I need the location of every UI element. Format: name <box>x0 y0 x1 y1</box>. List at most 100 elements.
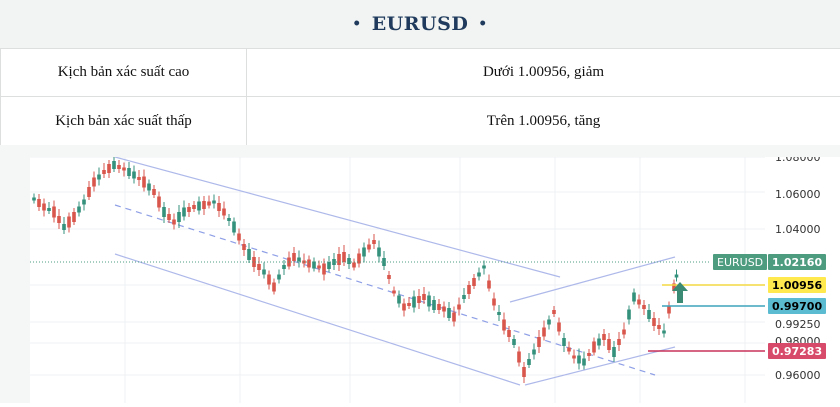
candle-body <box>397 295 401 304</box>
candle-body <box>312 261 316 269</box>
candle-body <box>197 201 201 211</box>
trend-channel <box>114 156 676 386</box>
candle-body <box>637 299 641 305</box>
scenario-value: Trên 1.00956, tăng <box>486 112 601 129</box>
candle-body <box>617 339 621 345</box>
grid <box>30 156 765 403</box>
candle-body <box>307 259 311 268</box>
candle-body <box>322 263 326 275</box>
candle-body <box>422 294 426 300</box>
candle-body <box>627 309 631 320</box>
candle-body <box>217 203 221 211</box>
candle-body <box>102 170 106 174</box>
candle-body <box>387 275 391 279</box>
candle-body <box>232 221 236 233</box>
candle-body <box>187 207 191 212</box>
candle-body <box>542 327 546 337</box>
candle-body <box>592 341 596 353</box>
candle-body <box>492 298 496 306</box>
candle-body <box>672 283 676 291</box>
candle-body <box>662 330 666 334</box>
candle-body <box>57 216 61 223</box>
candle-body <box>337 254 341 265</box>
candle-body <box>222 208 226 216</box>
scenario-label: Kịch bản xác suất thấp <box>0 97 247 145</box>
price-tag-bg <box>768 298 826 314</box>
candle-body <box>482 265 486 269</box>
table-row: Kịch bản xác suất thấp Trên 1.00956, tăn… <box>0 97 840 146</box>
candle-body <box>402 303 406 311</box>
candles <box>32 157 679 383</box>
channel-upper-line <box>114 156 561 278</box>
candle-body <box>87 187 91 197</box>
title-bullet-left: • <box>352 16 362 32</box>
candle-body <box>657 325 661 329</box>
candle-body <box>42 203 46 211</box>
candle-body <box>647 310 651 319</box>
candle-body <box>517 351 521 363</box>
candle-body <box>352 262 356 268</box>
candle-body <box>167 214 171 220</box>
candle-body <box>587 353 591 356</box>
candle-body <box>507 330 511 337</box>
candle-body <box>52 206 56 218</box>
candle-body <box>452 312 456 322</box>
up-arrow-icon <box>672 282 688 303</box>
candle-body <box>442 306 446 312</box>
y-tick-label: 1.06000 <box>775 188 821 201</box>
candle-body <box>147 183 151 191</box>
candle-body <box>457 304 461 310</box>
candle-body <box>112 161 116 169</box>
candle-body <box>447 308 451 318</box>
scenario-label: Kịch bản xác suất cao <box>0 48 247 96</box>
y-tick-label: 1.08000 <box>775 157 821 164</box>
candle-body <box>72 212 76 222</box>
candle-body <box>92 177 96 187</box>
candle-body <box>472 278 476 286</box>
candle-body <box>242 244 246 250</box>
candle-body <box>142 176 146 188</box>
title-bullet-right: • <box>478 16 488 32</box>
candle-body <box>192 205 196 209</box>
price-tag-label-bg <box>713 254 767 270</box>
candle-body <box>37 199 41 207</box>
candle-body <box>572 355 576 359</box>
candle-body <box>607 339 611 350</box>
candle-body <box>667 305 671 314</box>
candle-body <box>207 201 211 206</box>
candle-body <box>652 318 656 326</box>
candle-body <box>487 280 491 289</box>
candle-body <box>227 218 231 221</box>
price-tag-value: 0.99700 <box>772 300 822 313</box>
candle-body <box>557 322 561 332</box>
candle-body <box>432 300 436 310</box>
candle-body <box>122 167 126 171</box>
candle-body <box>177 212 181 222</box>
candle-body <box>674 274 679 278</box>
candle-body <box>597 338 601 346</box>
price-tag-bg <box>768 277 826 293</box>
candle-body <box>477 272 481 277</box>
candle-body <box>32 197 36 201</box>
candle-body <box>157 196 161 208</box>
candle-body <box>107 164 111 173</box>
candle-body <box>347 258 351 264</box>
price-tag-label: EURUSD <box>717 256 763 269</box>
candle-body <box>62 224 66 230</box>
candle-body <box>342 252 346 262</box>
scenario-table: Kịch bản xác suất cao Dưới 1.00956, giảm… <box>0 48 840 146</box>
candle-body <box>202 201 206 209</box>
candle-body <box>377 247 381 257</box>
candle-body <box>502 319 506 331</box>
candle-body <box>257 264 261 270</box>
candle-body <box>467 285 471 294</box>
price-chart[interactable]: 1.08000 1.06000 1.04000 0.99250 0.98000 0.960… <box>30 151 840 403</box>
candle-body <box>437 304 441 310</box>
candle-body <box>547 319 551 325</box>
candle-body <box>47 208 51 211</box>
candle-body <box>172 219 176 225</box>
candle-body <box>372 240 376 244</box>
y-tick-label: 1.04000 <box>775 223 821 236</box>
candle-body <box>417 296 421 303</box>
y-tick-label: 0.99250 <box>775 318 821 331</box>
